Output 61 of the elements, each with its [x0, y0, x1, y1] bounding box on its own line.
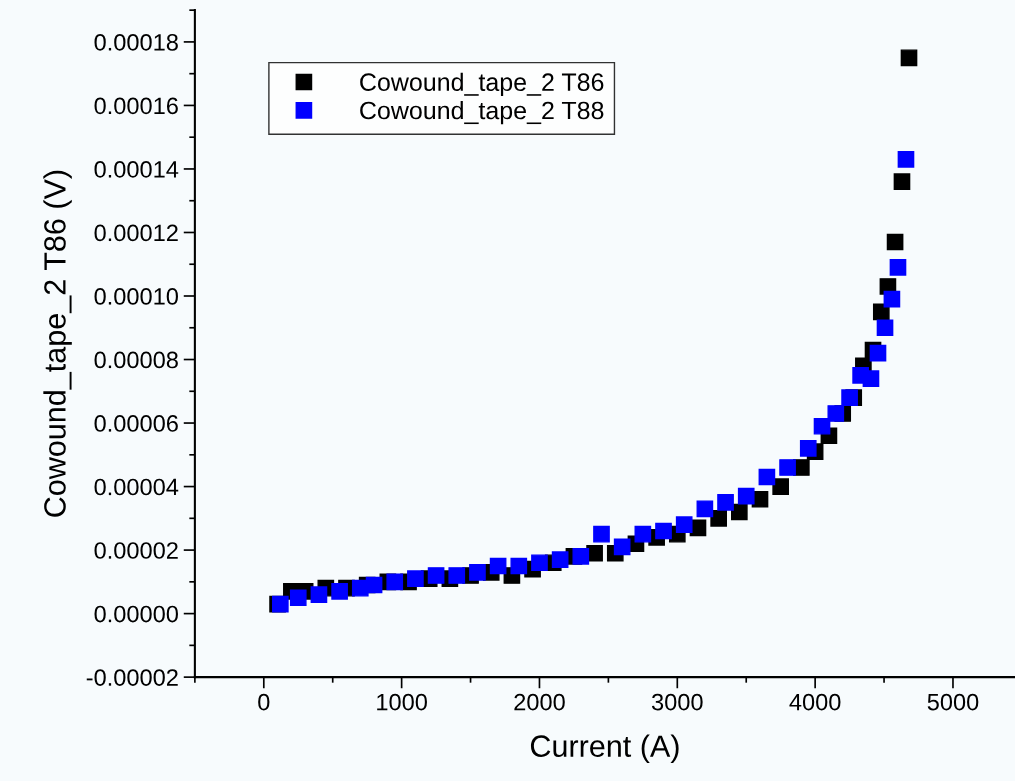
x-tick-label: 5000	[927, 693, 979, 711]
point	[386, 573, 404, 591]
point	[889, 259, 907, 276]
y-tick-label: 0.00002	[94, 542, 178, 559]
y-tick-label: 0.00010	[94, 288, 178, 305]
point	[365, 576, 383, 594]
y-tick-label: -0.00002	[86, 669, 178, 686]
x-tick-label: 1000	[377, 693, 427, 711]
point	[551, 551, 569, 568]
y-tick-label: 0.00016	[94, 97, 178, 115]
point	[883, 290, 901, 308]
y-tick-label: 0.00012	[94, 224, 178, 242]
point	[779, 459, 796, 476]
point	[827, 405, 845, 422]
point	[841, 389, 858, 406]
point	[813, 417, 831, 435]
point	[634, 525, 652, 543]
point	[799, 440, 817, 457]
legend-label: Cowound_tape_2 T86	[360, 72, 604, 96]
point	[531, 554, 548, 572]
point	[407, 570, 424, 588]
point	[730, 503, 748, 521]
point	[886, 233, 904, 251]
point	[710, 509, 727, 527]
point	[772, 478, 790, 495]
point	[469, 563, 486, 581]
point	[893, 173, 911, 190]
point	[572, 548, 590, 565]
point	[331, 583, 348, 600]
point	[593, 525, 610, 543]
point	[613, 538, 631, 556]
point	[876, 319, 894, 337]
y-tick-label: 0.00008	[94, 351, 178, 369]
y-tick-label: 0.00018	[94, 33, 178, 51]
point	[717, 494, 734, 511]
point	[862, 370, 880, 387]
point	[448, 567, 466, 584]
point	[737, 487, 755, 505]
point	[696, 500, 714, 518]
point	[655, 522, 672, 540]
point	[489, 557, 507, 575]
point	[310, 586, 328, 603]
point	[510, 557, 528, 575]
x-axis-title: Current (A)	[530, 734, 679, 764]
point	[289, 589, 307, 607]
y-tick-label: 0.00004	[94, 478, 179, 496]
x-tick-label: 2000	[514, 693, 565, 711]
point	[869, 344, 887, 362]
x-tick-label: 0	[258, 693, 270, 711]
y-axis-title: Cowound_tape_2 T86 (V)	[43, 170, 72, 517]
point	[900, 49, 918, 67]
legend-label: Cowound_tape_2 T88	[360, 100, 604, 125]
point	[675, 516, 693, 534]
y-tick-label: 0.00014	[94, 161, 179, 178]
point	[427, 567, 445, 584]
point	[897, 151, 915, 168]
y-tick-label: 0.00000	[94, 605, 178, 623]
x-tick-label: 4000	[789, 693, 841, 711]
point	[758, 468, 776, 486]
y-tick-label: 0.00006	[94, 415, 178, 432]
x-tick-label: 3000	[651, 693, 703, 711]
